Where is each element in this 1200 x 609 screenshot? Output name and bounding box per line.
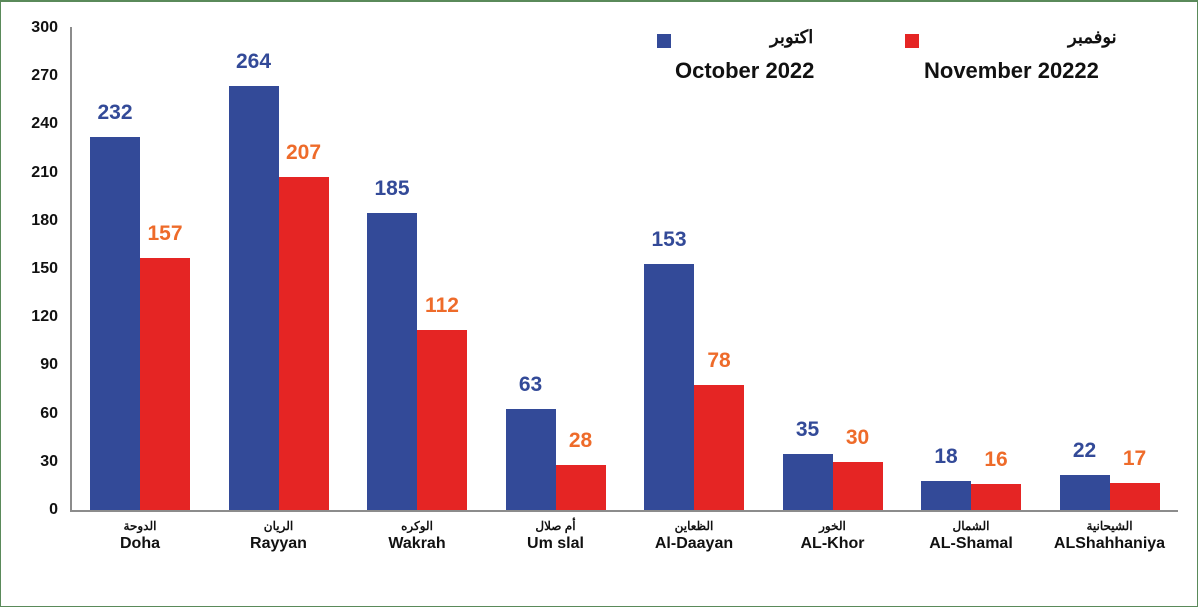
y-tick-label: 150 <box>31 260 58 277</box>
bar-november <box>832 461 883 510</box>
category-label: أم صلال Um slal <box>487 518 625 554</box>
category-label-en: AL-Shamal <box>929 535 1013 552</box>
bar-october <box>505 408 556 510</box>
legend-label-november-ar: نوفمبر <box>1068 27 1117 47</box>
y-tick-label: 180 <box>31 211 58 229</box>
bar-october <box>367 212 417 510</box>
category-label-en: Wakrah <box>388 535 446 552</box>
category-label-ar: الريان <box>263 519 294 533</box>
value-label: 232 <box>97 101 133 125</box>
category-label: الوكره Wakrah <box>348 518 486 554</box>
bar-november <box>694 384 744 510</box>
value-label: 157 <box>147 221 183 245</box>
bar-november <box>417 330 467 510</box>
legend-label-october-en: October 2022 <box>675 58 815 83</box>
value-label: 63 <box>518 372 543 396</box>
value-label: 22 <box>1072 438 1097 462</box>
bar-october <box>90 137 140 510</box>
category-label: الشيحانية ALShahhaniya <box>1041 518 1179 554</box>
category-label-ar: الوكره <box>401 519 433 533</box>
category-label-en: ALShahhaniya <box>1053 535 1166 552</box>
y-tick-label: 60 <box>40 404 58 422</box>
bar-november <box>555 465 606 510</box>
value-label: 18 <box>934 445 958 469</box>
category-label-en: AL-Khor <box>800 535 865 552</box>
value-label: 17 <box>1122 446 1147 470</box>
y-tick-label: 120 <box>31 308 58 326</box>
category-label: الشمال AL-Shamal <box>902 518 1040 554</box>
y-tick-label: 270 <box>31 67 58 85</box>
value-label: 185 <box>374 176 410 200</box>
value-label: 112 <box>425 294 459 318</box>
category-label-ar: الظعاين <box>674 519 714 533</box>
category-label-en: Al-Daayan <box>654 535 734 552</box>
y-tick-label: 240 <box>31 115 58 133</box>
bar-october <box>228 85 279 510</box>
bar-november <box>971 484 1021 510</box>
category-label-en: Um slal <box>527 535 584 552</box>
bar-october <box>782 453 833 510</box>
category-label-ar: الخور <box>819 519 846 533</box>
bar-october <box>644 264 694 510</box>
category-label-ar: أم صلال <box>535 519 576 533</box>
value-label: 16 <box>984 448 1008 472</box>
bar-october <box>1059 474 1110 510</box>
value-label: 30 <box>845 425 870 449</box>
y-tick-label: 30 <box>40 452 58 470</box>
category-label: الظعاين Al-Daayan <box>625 518 763 554</box>
bar-october <box>921 481 971 510</box>
y-tick-label: 210 <box>31 163 58 181</box>
y-tick-label: 0 <box>49 501 58 518</box>
legend-label-november-en: November 20222 <box>924 58 1099 83</box>
legend-label-october-ar: اكتوبر <box>770 27 814 47</box>
y-axis-line <box>70 27 72 511</box>
category-label-ar: الدوحة <box>123 519 157 533</box>
category-label: الريان Rayyan <box>210 518 348 554</box>
category-label-ar: الشمال <box>952 519 990 533</box>
bar-november <box>278 177 329 510</box>
category-label: الدوحة Doha <box>71 518 209 554</box>
category-label: الخور AL-Khor <box>764 518 902 554</box>
x-axis-line <box>70 510 1178 512</box>
category-label-en: Doha <box>120 535 160 552</box>
value-label: 207 <box>285 141 322 165</box>
category-label-ar: الشيحانية <box>1086 519 1133 533</box>
legend-swatch-october <box>657 34 671 48</box>
value-label: 28 <box>568 429 593 452</box>
y-tick-label: 300 <box>31 19 58 36</box>
bar-november <box>140 257 190 510</box>
legend-swatch-november <box>905 34 919 48</box>
value-label: 153 <box>651 228 687 252</box>
value-label: 35 <box>795 417 820 441</box>
bar-november <box>1109 482 1160 510</box>
category-label-en: Rayyan <box>250 535 307 552</box>
y-tick-label: 90 <box>40 356 58 374</box>
value-label: 264 <box>235 49 272 73</box>
value-label: 78 <box>707 348 731 372</box>
